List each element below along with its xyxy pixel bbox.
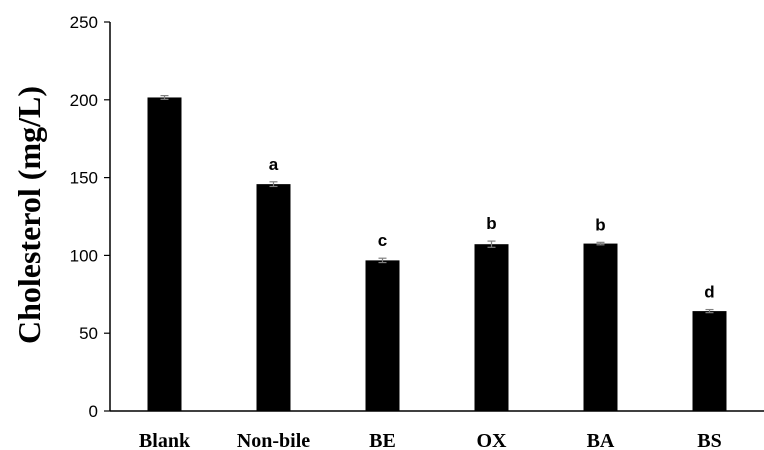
- x-tick-label: Blank: [139, 430, 191, 450]
- x-tick-label: BS: [697, 430, 721, 450]
- significance-label: c: [378, 231, 387, 250]
- y-tick-label: 200: [70, 91, 98, 110]
- significance-label: b: [486, 214, 496, 233]
- significance-label: a: [269, 155, 279, 174]
- significance-label: b: [595, 215, 605, 234]
- chart-labels: 0 50 100 150 200 250 Blank a Non-bile c BE b OX b BA d B…: [70, 13, 722, 450]
- bar: [474, 244, 509, 411]
- chart-bars: [147, 94, 727, 411]
- x-tick-label: BE: [369, 430, 396, 450]
- y-tick-label: 250: [70, 13, 98, 32]
- bar: [147, 97, 182, 411]
- significance-label: d: [704, 283, 714, 302]
- bar: [365, 260, 400, 411]
- bar: [692, 311, 727, 411]
- y-tick-label: 0: [89, 402, 98, 421]
- chart-axes: [104, 21, 764, 412]
- y-tick-label: 150: [70, 169, 98, 188]
- bar: [256, 184, 291, 411]
- y-tick-label: 50: [79, 324, 98, 343]
- y-tick-label: 100: [70, 246, 98, 265]
- x-tick-label: BA: [587, 430, 615, 450]
- y-axis-title: Cholesterol (mg/L): [11, 86, 47, 344]
- x-tick-label: OX: [477, 430, 508, 450]
- bar: [583, 243, 618, 411]
- x-tick-label: Non-bile: [237, 430, 310, 450]
